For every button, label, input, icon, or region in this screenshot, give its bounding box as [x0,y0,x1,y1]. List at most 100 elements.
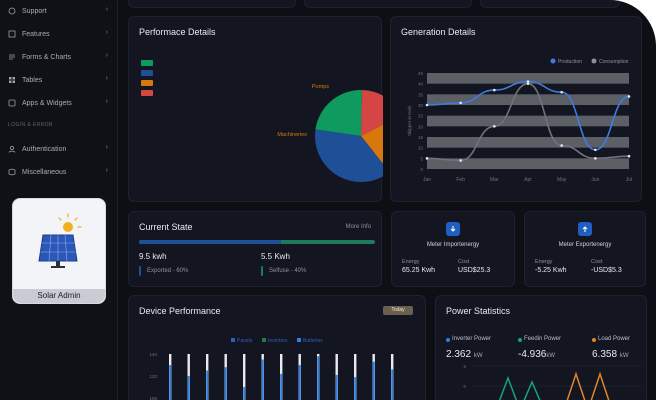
series-point [627,95,631,98]
solar-panel-icon [38,213,82,268]
energy-label: Energy [402,259,420,265]
y-tick-label: 140 [149,352,157,357]
series-point [526,80,530,83]
exported-caption: Exported - 60% [147,268,189,274]
bar-batteries [187,376,190,400]
series-point [526,82,530,85]
exported-value: 9.5 kwh [139,252,167,261]
energy-value: -5.25 Kwh [535,267,567,274]
sidebar-item-features[interactable]: Features › [8,26,108,42]
sidebar-item-miscellaneous[interactable]: Miscellaneous › [8,164,108,180]
performance-card: Performace Details Pumps Machineries [128,16,383,202]
sidebar-item-forms-charts[interactable]: Forms & Charts › [8,49,108,65]
y-tick-label: 0 [463,384,466,389]
bar-batteries [335,374,338,400]
inverter-value: 2.362 kW [446,349,482,360]
feedin-dot [518,338,522,342]
bar-batteries [224,367,227,400]
series-point [594,157,597,160]
export-progress-fill [139,240,281,244]
x-tick-label: Jun [591,177,599,183]
selfuse-marker [261,266,263,276]
performance-pie-chart: Pumps Machineries [277,84,383,182]
legend-production-label: Production [558,59,582,65]
series-point [459,101,462,105]
legend-swatch [141,80,153,86]
load-dot [592,338,596,342]
sidebar-section-heading: LOGIN & ERROR [8,122,53,128]
bar-batteries [298,365,301,400]
grid-band [427,94,629,105]
power-statistics-title: Power Statistics [446,306,511,316]
bar-batteries [391,369,394,400]
x-tick-label: Apr [524,177,532,183]
y-tick-label: 20 [418,124,424,129]
meter-import-card: Meter Importenergy Energy 65.25 Kwh Cost… [391,211,515,287]
bar-batteries [206,370,209,400]
inverter-label: Inverter Power [452,336,492,342]
energy-label: Energy [535,259,553,265]
y-tick-label: 30 [418,103,424,108]
y-tick-label: 10 [418,146,424,151]
generation-title: Generation Details [401,27,476,37]
export-progress-bar [139,240,375,244]
series-point [425,157,429,160]
cost-value: USD$25.3 [458,267,491,274]
y-tick-label: 5 [420,156,423,161]
inverter-number: 2.362 [446,349,472,360]
meter-export-title: Meter Exportenergy [558,242,612,248]
user-icon [8,145,16,153]
power-line-chart: 50-5 [463,364,641,400]
current-state-title: Current State [139,222,193,232]
x-tick-label: Jul [626,177,632,183]
load-value: 6.358 kW [592,349,628,360]
feedin-unit: kW [546,353,556,359]
chevron-right-icon: › [105,144,108,151]
sidebar-item-label: Forms & Charts [22,53,72,61]
legend-swatch [141,90,153,96]
legend-swatch [262,338,266,342]
cost-label: Cost [591,259,603,265]
sidebar-item-support[interactable]: Support › [8,3,108,19]
bar-panels [243,354,246,400]
cost-label: Cost [458,259,470,265]
bar-batteries [280,373,283,400]
generation-line-chart: 0 5 10 15 20 25 30 35 40 45 Jan Feb Mar Apr May Jun Jul S… [407,58,632,183]
legend-label: Invertors [268,338,288,344]
y-axis-label: Skipper in Kwh [407,105,412,136]
arrow-down-icon [446,222,460,236]
feedin-number: -4.936 [518,349,547,360]
series-point [627,154,631,158]
x-tick-label: Mar [490,177,499,183]
top-card-stub [480,0,620,8]
bar-batteries [354,377,357,400]
legend-swatch [297,338,301,342]
table-icon [8,76,16,84]
top-card-stub [128,0,296,8]
top-card-stub [304,0,472,8]
pie-slice [315,90,362,136]
more-info-link[interactable]: More Info [345,224,371,230]
admin-logo-card[interactable]: Solar Admin [12,198,106,304]
grid-band [427,137,629,148]
pie-label-pumps: Pumps [312,84,329,90]
performance-title: Performace Details [139,27,216,37]
features-icon [8,30,16,38]
inverter-unit: kW [473,353,483,359]
y-tick-label: 45 [418,71,424,76]
sidebar-item-authentication[interactable]: Authentication › [8,141,108,157]
device-performance-card: Device Performance Today Panels Invertors… [128,295,426,400]
meter-export-card: Meter Exportenergy Energy -5.25 Kwh Cost… [524,211,646,287]
sidebar-item-apps-widgets[interactable]: Apps & Widgets › [8,95,108,111]
series-point [493,125,496,128]
bar-batteries [243,387,246,400]
sidebar-item-label: Authentication [22,145,67,153]
y-tick-label: 35 [418,92,424,97]
chevron-right-icon: › [105,98,108,105]
energy-value: 65.25 Kwh [402,267,436,274]
load-number: 6.358 [592,349,618,360]
bar-batteries [169,365,172,400]
period-dropdown[interactable]: Today [383,306,413,315]
sidebar-item-tables[interactable]: Tables › [8,72,108,88]
pie-slice [315,129,383,182]
